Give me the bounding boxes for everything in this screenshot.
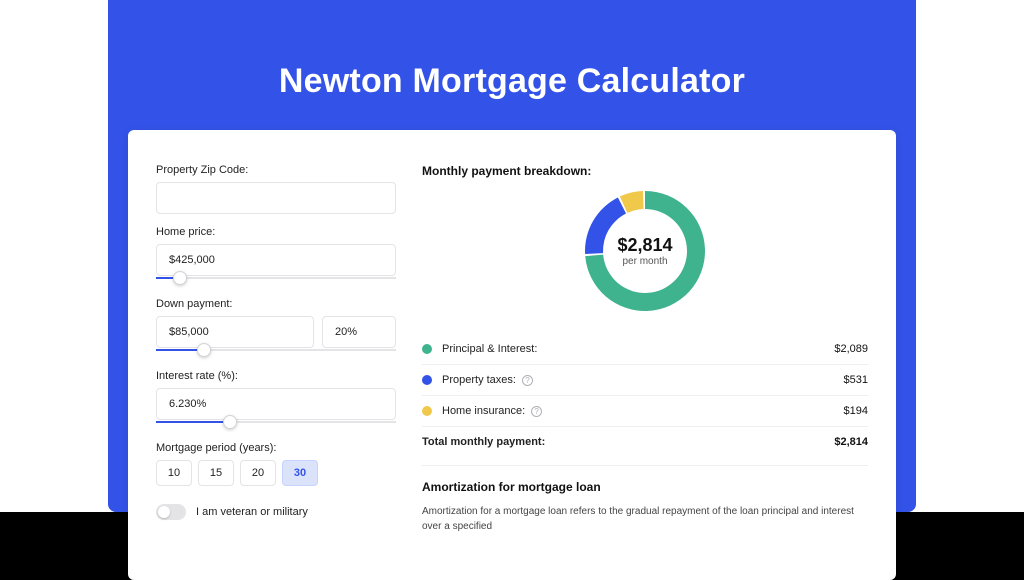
legend-label: Property taxes:? [442,374,844,386]
zip-input[interactable] [156,182,396,214]
donut-center-value: $2,814 [617,235,672,256]
legend-dot-icon [422,344,432,354]
legend-value: $531 [844,374,868,386]
legend-label: Principal & Interest: [442,343,834,355]
legend-row: Principal & Interest:$2,089 [422,334,868,365]
legend-value: $2,089 [834,343,868,355]
form-panel: Property Zip Code: Home price: Down paym… [156,158,396,580]
interest-slider[interactable] [156,418,396,430]
legend-row: Property taxes:?$531 [422,365,868,396]
period-option-20[interactable]: 20 [240,460,276,486]
page-title: Newton Mortgage Calculator [108,62,916,101]
down-payment-label: Down payment: [156,298,396,310]
amortization-section: Amortization for mortgage loan Amortizat… [422,465,868,534]
total-label: Total monthly payment: [422,436,834,448]
breakdown-panel: Monthly payment breakdown: $2,814 per mo… [422,158,868,580]
donut-center-sub: per month [622,256,667,267]
home-price-slider[interactable] [156,274,396,286]
period-options: 10152030 [156,460,396,486]
down-payment-slider[interactable] [156,346,396,358]
calculator-card: Property Zip Code: Home price: Down paym… [128,130,896,580]
veteran-label: I am veteran or military [196,506,308,518]
zip-label: Property Zip Code: [156,164,396,176]
info-icon[interactable]: ? [522,375,533,386]
breakdown-legend: Principal & Interest:$2,089Property taxe… [422,334,868,427]
period-option-15[interactable]: 15 [198,460,234,486]
interest-input[interactable] [156,388,396,420]
veteran-toggle[interactable] [156,504,186,520]
home-price-label: Home price: [156,226,396,238]
legend-value: $194 [844,405,868,417]
amortization-body: Amortization for a mortgage loan refers … [422,504,868,534]
down-payment-pct-input[interactable] [322,316,396,348]
toggle-knob-icon [158,506,170,518]
donut-chart: $2,814 per month [422,186,868,316]
home-price-input[interactable] [156,244,396,276]
legend-label: Home insurance:? [442,405,844,417]
total-value: $2,814 [834,436,868,448]
amortization-title: Amortization for mortgage loan [422,480,868,494]
legend-dot-icon [422,406,432,416]
interest-label: Interest rate (%): [156,370,396,382]
legend-dot-icon [422,375,432,385]
period-label: Mortgage period (years): [156,442,396,454]
period-option-10[interactable]: 10 [156,460,192,486]
breakdown-title: Monthly payment breakdown: [422,164,868,178]
page-root: Newton Mortgage Calculator Property Zip … [0,0,1024,512]
info-icon[interactable]: ? [531,406,542,417]
total-row: Total monthly payment: $2,814 [422,427,868,457]
period-option-30[interactable]: 30 [282,460,318,486]
legend-row: Home insurance:?$194 [422,396,868,427]
down-payment-input[interactable] [156,316,314,348]
